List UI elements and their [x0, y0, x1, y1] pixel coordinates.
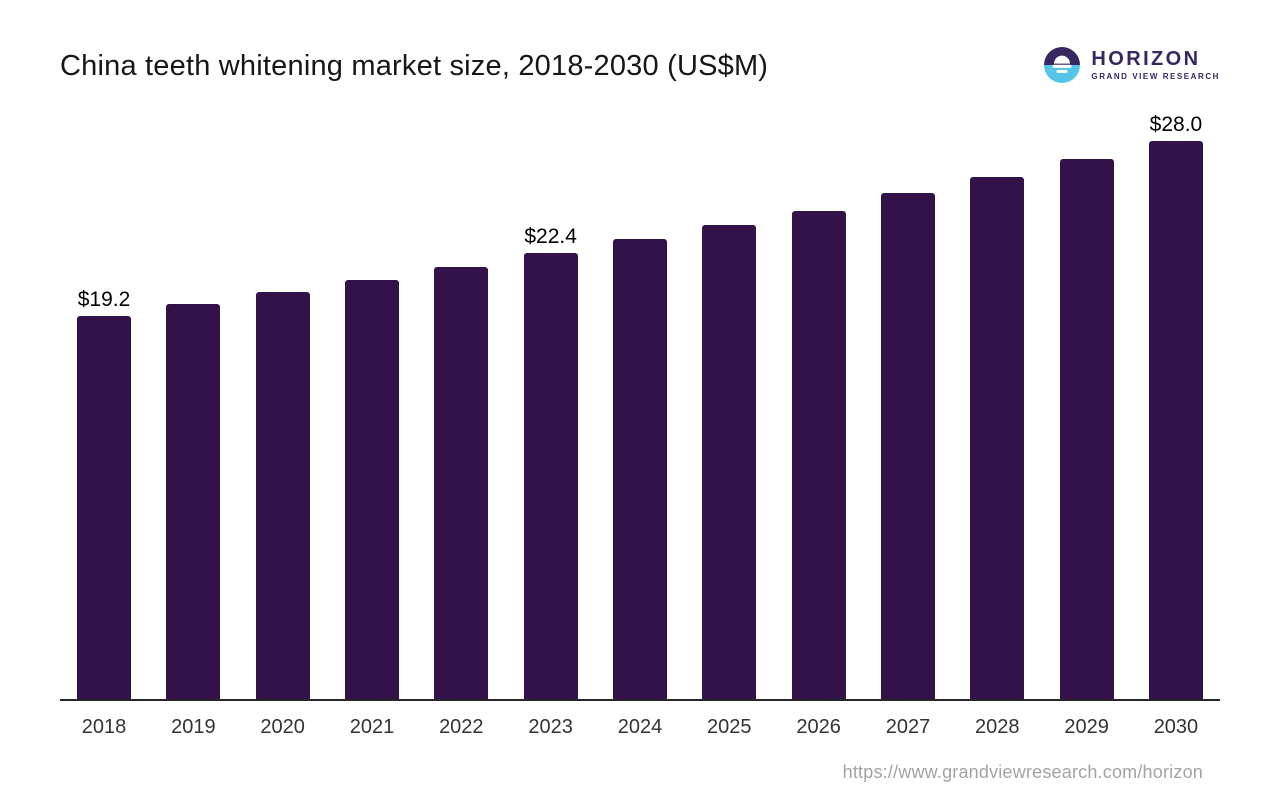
horizon-logo-name: HORIZON	[1091, 48, 1201, 70]
x-tick-label-2019: 2019	[171, 716, 216, 738]
bar-column-2021	[344, 280, 399, 699]
horizon-logo: HORIZON GRAND VIEW RESEARCH	[1043, 46, 1220, 84]
horizon-logo-tagline: GRAND VIEW RESEARCH	[1091, 72, 1220, 81]
x-tick-label-2023: 2023	[528, 716, 573, 738]
bar-column-2026	[791, 211, 846, 699]
x-axis-line	[60, 699, 1220, 701]
x-tick-label-2018: 2018	[81, 716, 127, 738]
x-tick-label-2027: 2027	[885, 716, 931, 738]
bar-2019	[166, 304, 221, 699]
x-tick-label-2025: 2025	[707, 716, 752, 738]
bar-2027	[880, 193, 935, 699]
bar-chart: $19.2 $22.4 $28.0 2018 2019 2020 2021 2022 2023…	[60, 113, 1220, 739]
horizon-logo-icon	[1044, 47, 1081, 83]
bars-area: $19.2 $22.4 $28.0	[60, 113, 1220, 699]
bar-2020	[255, 292, 310, 699]
bar-column-2019	[166, 304, 221, 699]
bar-column-2027	[880, 193, 935, 699]
bar-value-label-2030: $28.0	[1149, 112, 1203, 136]
x-tick-label-2021: 2021	[349, 716, 395, 738]
x-tick-label-2030: 2030	[1153, 716, 1199, 738]
bar-column-2024	[612, 239, 667, 699]
bar-column-2018: $19.2	[77, 288, 131, 699]
bar-column-2029	[1059, 159, 1114, 699]
bar-column-2025	[702, 225, 757, 699]
bar-2025	[702, 225, 757, 699]
x-tick-label-2020: 2020	[260, 716, 305, 738]
bar-2026	[791, 211, 846, 699]
bar-column-2023: $22.4	[523, 224, 578, 699]
bar-2021	[344, 280, 399, 699]
bar-2023	[523, 253, 578, 699]
x-tick-label-2024: 2024	[617, 716, 663, 738]
bar-column-2030: $28.0	[1148, 112, 1203, 699]
bar-2028	[970, 177, 1025, 699]
source-url: https://www.grandviewresearch.com/horizo…	[842, 762, 1203, 782]
bar-2029	[1059, 159, 1114, 699]
bar-2024	[612, 239, 667, 699]
bar-value-label-2018: $19.2	[77, 287, 131, 311]
bar-column-2020	[255, 292, 310, 699]
bar-column-2022	[434, 267, 489, 699]
bar-2022	[434, 267, 489, 699]
x-tick-label-2029: 2029	[1064, 716, 1109, 738]
bar-2030	[1148, 141, 1203, 699]
x-tick-label-2028: 2028	[975, 716, 1020, 738]
bar-2018	[77, 316, 131, 699]
horizon-logo-text: HORIZON GRAND VIEW RESEARCH	[1091, 49, 1220, 81]
x-tick-label-2026: 2026	[796, 716, 841, 738]
page-title: China teeth whitening market size, 2018-…	[60, 50, 769, 82]
bar-value-label-2023: $22.4	[524, 224, 577, 248]
x-axis-tick-labels: 2018 2019 2020 2021 2022 2023 2024 2025 2026 2027…	[60, 716, 1220, 739]
x-tick-label-2022: 2022	[439, 716, 484, 738]
bar-column-2028	[970, 177, 1025, 699]
